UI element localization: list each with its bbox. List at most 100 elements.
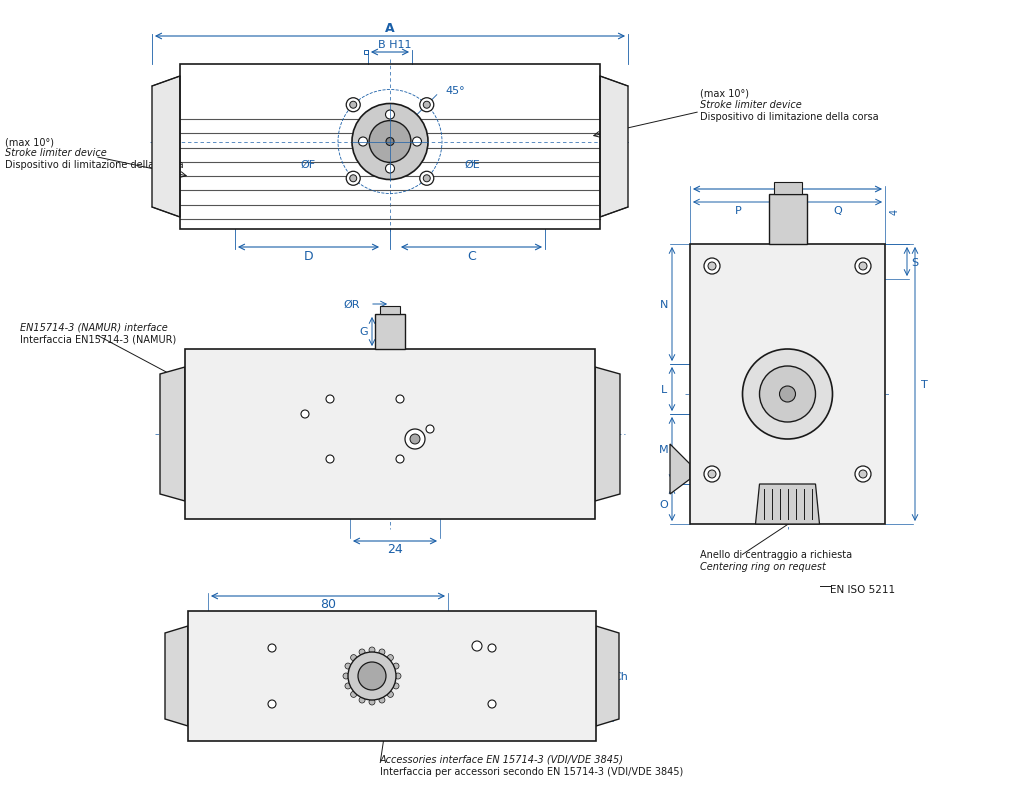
Text: Interfaccia per accessori secondo EN 15714-3 (VDI/VDE 3845): Interfaccia per accessori secondo EN 157…	[380, 766, 683, 776]
Polygon shape	[375, 314, 406, 350]
Text: S: S	[911, 257, 919, 267]
Circle shape	[420, 172, 434, 186]
Circle shape	[705, 467, 720, 482]
Text: Accessories interface EN 15714-3 (VDI/VDE 3845): Accessories interface EN 15714-3 (VDI/VD…	[380, 754, 624, 764]
Text: EN ISO 5211: EN ISO 5211	[830, 585, 895, 594]
Circle shape	[779, 387, 796, 403]
Circle shape	[760, 367, 815, 423]
Polygon shape	[768, 195, 807, 245]
Text: h11: h11	[334, 663, 354, 673]
Circle shape	[742, 350, 833, 439]
Text: ØF: ØF	[301, 160, 316, 169]
Circle shape	[268, 644, 276, 652]
Text: M5: M5	[340, 435, 356, 444]
Text: O: O	[659, 500, 669, 509]
Circle shape	[855, 467, 871, 482]
Circle shape	[472, 642, 482, 651]
Circle shape	[859, 471, 867, 479]
Text: Stroke limiter device: Stroke limiter device	[700, 100, 802, 111]
Text: T: T	[921, 379, 928, 390]
Text: M6: M6	[369, 693, 385, 703]
Text: EN15714-3 (NAMUR) interface: EN15714-3 (NAMUR) interface	[20, 322, 168, 333]
Text: G: G	[359, 327, 369, 337]
Circle shape	[345, 663, 351, 669]
Polygon shape	[185, 350, 595, 520]
Circle shape	[396, 395, 404, 403]
Bar	[364, 51, 368, 55]
Circle shape	[385, 164, 394, 174]
Circle shape	[268, 700, 276, 708]
Text: Dispositivo di limitazione della corsa: Dispositivo di limitazione della corsa	[5, 160, 183, 170]
Text: (max 10°): (max 10°)	[700, 88, 749, 99]
Text: L: L	[660, 384, 667, 395]
Polygon shape	[152, 77, 180, 217]
Text: Ch: Ch	[613, 671, 629, 681]
Circle shape	[393, 683, 399, 689]
Polygon shape	[596, 626, 618, 726]
Text: T: T	[783, 191, 792, 205]
Text: A: A	[385, 22, 395, 35]
Text: 4: 4	[793, 207, 799, 217]
Polygon shape	[595, 367, 620, 501]
Text: M5: M5	[480, 649, 498, 659]
Polygon shape	[188, 611, 596, 741]
Text: (max 10°): (max 10°)	[5, 137, 54, 148]
Circle shape	[488, 644, 496, 652]
Circle shape	[350, 102, 356, 109]
Polygon shape	[165, 626, 188, 726]
Circle shape	[385, 111, 394, 119]
Circle shape	[423, 176, 430, 183]
Circle shape	[855, 259, 871, 274]
Circle shape	[350, 654, 356, 661]
Circle shape	[359, 697, 365, 703]
Circle shape	[410, 435, 420, 444]
Text: N: N	[659, 300, 669, 310]
Text: Anello di centraggio a richiesta: Anello di centraggio a richiesta	[700, 549, 852, 559]
Circle shape	[350, 176, 356, 183]
Circle shape	[345, 683, 351, 689]
Circle shape	[346, 172, 360, 186]
Circle shape	[423, 102, 430, 109]
Circle shape	[859, 263, 867, 270]
Circle shape	[386, 138, 394, 146]
Text: C: C	[467, 249, 476, 262]
Circle shape	[358, 662, 386, 691]
Circle shape	[346, 99, 360, 112]
Polygon shape	[670, 444, 690, 494]
Text: 32: 32	[310, 411, 324, 422]
Circle shape	[369, 121, 411, 163]
Text: 80: 80	[321, 597, 336, 611]
Circle shape	[387, 691, 393, 698]
Circle shape	[708, 471, 716, 479]
Circle shape	[301, 411, 309, 419]
Polygon shape	[160, 367, 185, 501]
Circle shape	[379, 697, 385, 703]
Circle shape	[343, 673, 349, 679]
Circle shape	[705, 259, 720, 274]
Circle shape	[426, 426, 434, 433]
Circle shape	[369, 699, 375, 705]
Circle shape	[387, 654, 393, 661]
Circle shape	[413, 138, 422, 147]
Polygon shape	[773, 183, 802, 195]
Text: Q: Q	[833, 206, 842, 216]
Text: ØR: ØR	[343, 300, 360, 310]
Circle shape	[350, 691, 356, 698]
Circle shape	[369, 647, 375, 653]
Text: ØE: ØE	[464, 160, 480, 169]
Circle shape	[352, 104, 428, 180]
Circle shape	[406, 429, 425, 449]
Text: 4: 4	[890, 209, 900, 215]
Circle shape	[326, 456, 334, 464]
Text: 45°: 45°	[445, 86, 465, 95]
Circle shape	[348, 652, 396, 700]
Circle shape	[379, 649, 385, 655]
Circle shape	[396, 456, 404, 464]
Text: Centering ring on request: Centering ring on request	[700, 561, 826, 571]
Text: D: D	[304, 249, 313, 262]
Polygon shape	[380, 306, 400, 314]
Circle shape	[359, 649, 365, 655]
Text: 24: 24	[387, 543, 402, 556]
Polygon shape	[756, 484, 819, 525]
Text: M: M	[659, 444, 669, 455]
